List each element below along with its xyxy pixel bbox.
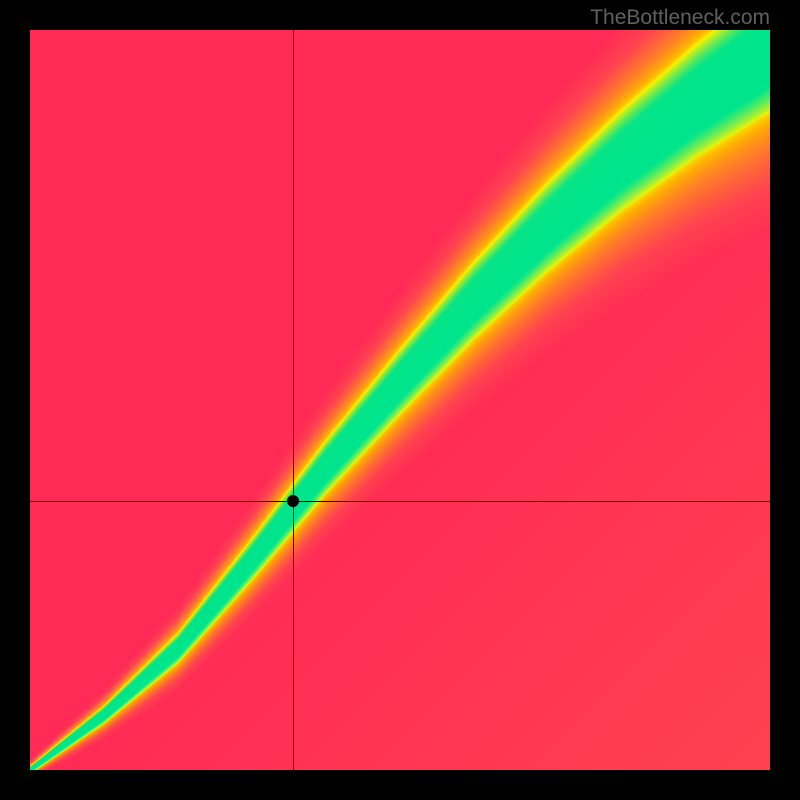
watermark-text: TheBottleneck.com bbox=[590, 6, 770, 30]
bottleneck-heatmap bbox=[30, 30, 770, 770]
crosshair-horizontal bbox=[30, 501, 770, 502]
selection-marker bbox=[287, 495, 299, 507]
crosshair-vertical bbox=[293, 30, 294, 770]
heatmap-canvas bbox=[30, 30, 770, 770]
